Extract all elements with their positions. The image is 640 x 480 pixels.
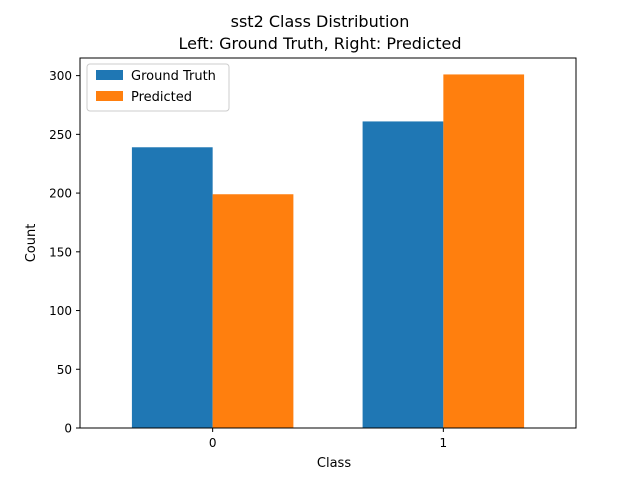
x-tick-label: 0 [209,436,217,450]
y-tick-label: 300 [49,69,72,83]
bar-ground-truth-class-1 [362,121,444,429]
chart-title-line1: sst2 Class Distribution [231,12,410,31]
bar-predicted-class-0 [212,194,294,428]
y-axis: 0 50 100 150 200 250 300 [49,69,80,436]
plot-frame [79,57,577,429]
y-axis-label: Count [24,224,39,263]
legend-swatch-ground-truth [96,70,123,80]
y-tick-label: 50 [57,363,72,377]
y-tick-label: 150 [49,245,72,259]
legend-swatch-predicted [96,91,123,101]
x-axis-label: Class [317,456,351,471]
chart-title-line2: Left: Ground Truth, Right: Predicted [179,34,462,53]
bar-ground-truth-class-0 [131,147,213,428]
bar-predicted-class-1 [443,74,525,428]
legend-label-ground-truth: Ground Truth [131,69,216,84]
x-tick-label: 1 [440,436,448,450]
y-tick-label: 0 [64,422,72,436]
y-tick-label: 100 [49,304,72,318]
legend-label-predicted: Predicted [131,90,192,105]
legend: Ground Truth Predicted [86,63,230,112]
y-tick-label: 200 [49,187,72,201]
bars-layer [131,74,525,429]
y-tick-label: 250 [49,128,72,142]
